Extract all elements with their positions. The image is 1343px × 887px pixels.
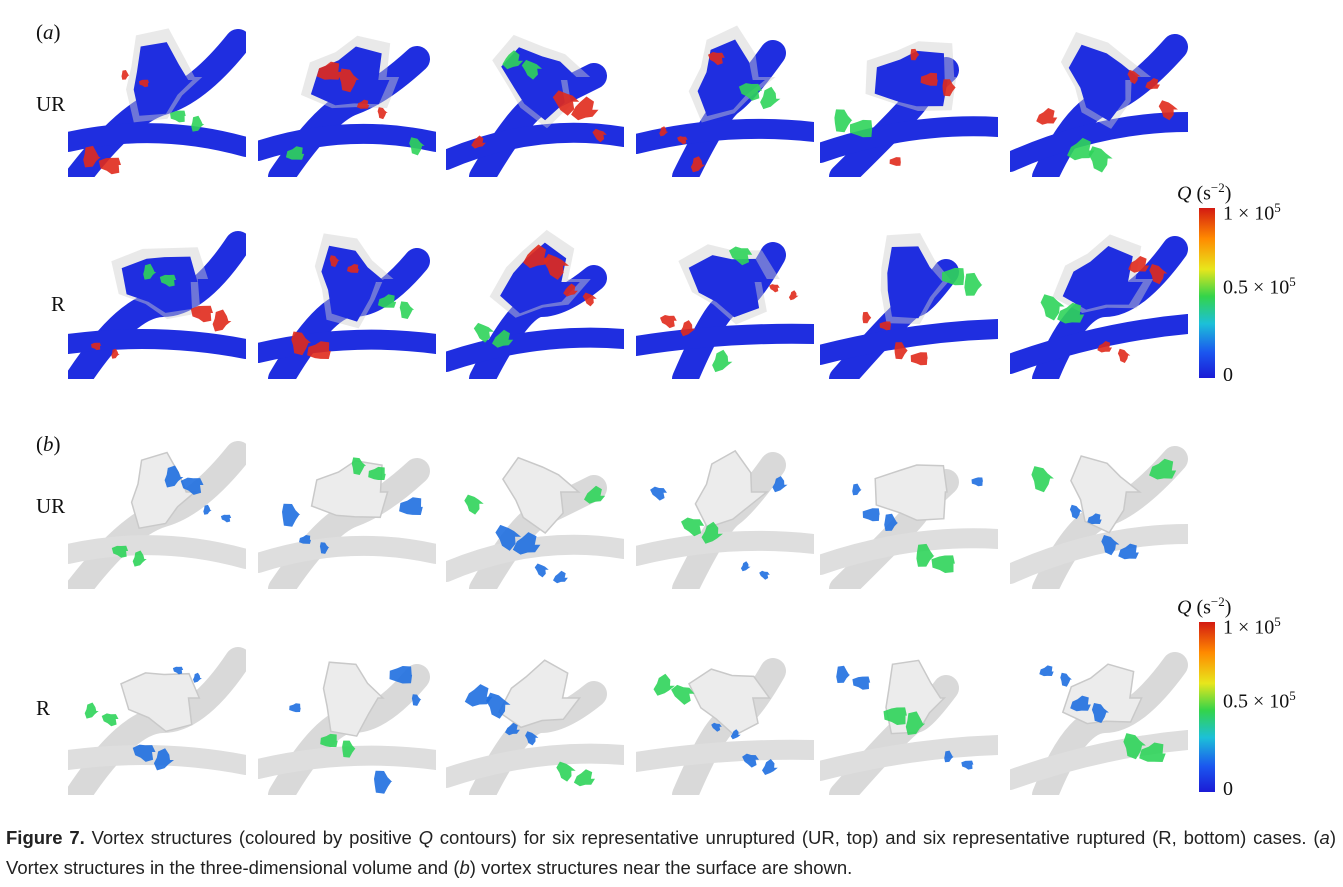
panel-a-r-case-4-image [636,224,814,379]
colorbar-tick-max: 1 × 105 [1223,200,1281,225]
panel-b: (b) UR R Q (s−2) 1 × 105 0.5 × 105 0 [0,410,1343,810]
panel-a-ur-case-2-image [258,22,436,177]
panel-b-ur-case-5-image [820,434,998,589]
panel-a-ur-case-4-image [636,22,814,177]
panel-b-r-case-1-image [68,640,246,795]
panel-b-r-case-5-image [820,640,998,795]
figure-caption: Figure 7. Vortex structures (coloured by… [6,827,1336,878]
panel-a-ur-case-3-image [446,22,624,177]
colorbar-tick-min: 0 [1223,778,1233,800]
panel-b-label: (b) [36,432,61,456]
panel-a-ur-case-6-image [1010,22,1188,177]
panel-b-r-case-6-image [1010,640,1188,795]
panel-b-ur-case-3-image [446,434,624,589]
panel-a-ur-case-1-image [68,22,246,177]
panel-a-r-case-3-image [446,224,624,379]
panel-a-r-case-1-image [68,224,246,379]
panel-a-row-label-ur: UR [36,92,66,116]
colorbar-gradient [1199,208,1215,378]
panel-b-r-case-4-image [636,640,814,795]
panel-b-row-label-r: R [36,696,51,720]
colorbar-tick-mid: 0.5 × 105 [1223,274,1296,299]
panel-a-r-case-5-image [820,224,998,379]
panel-b-ur-case-6-image [1010,434,1188,589]
panel-a-r-case-6-image [1010,224,1188,379]
panel-a-ur-case-5-image [820,22,998,177]
panel-a: (a) UR R Q (s−2) 1 × 105 0.5 × 105 0 [0,0,1343,400]
colorbar-gradient [1199,622,1215,792]
panel-b-ur-case-2-image [258,434,436,589]
colorbar-tick-mid: 0.5 × 105 [1223,688,1296,713]
panel-b-row-label-ur: UR [36,494,66,518]
panel-b-r-case-3-image [446,640,624,795]
panel-a-label: (a) [36,20,61,44]
panel-b-ur-case-4-image [636,434,814,589]
colorbar-tick-max: 1 × 105 [1223,614,1281,639]
colorbar-title: Q (s−2) [1177,180,1232,205]
panel-b-r-case-2-image [258,640,436,795]
panel-a-row-label-r: R [51,292,66,316]
colorbar-tick-min: 0 [1223,364,1233,386]
colorbar-title: Q (s−2) [1177,594,1232,619]
panel-a-r-case-2-image [258,224,436,379]
panel-b-ur-case-1-image [68,434,246,589]
figure-number: Figure 7. [6,827,85,848]
